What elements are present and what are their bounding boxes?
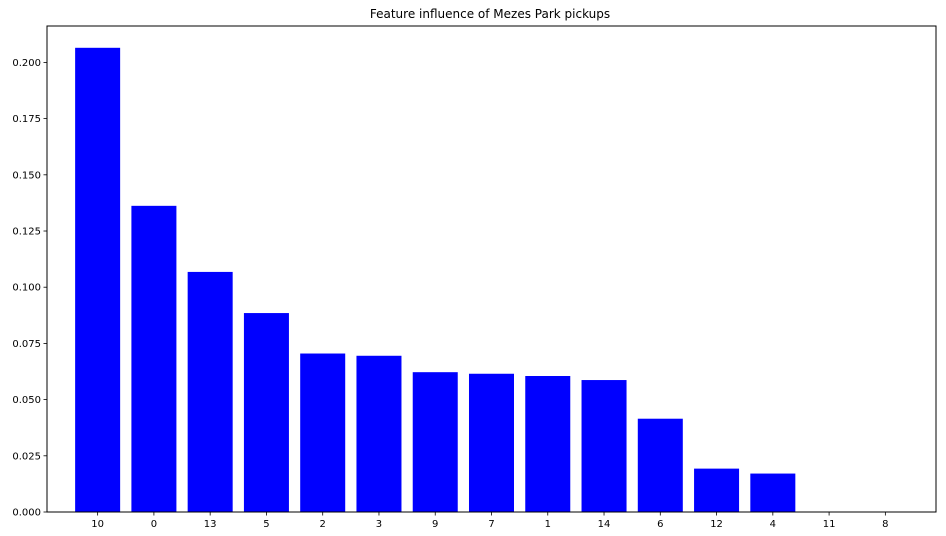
x-tick-label: 9 bbox=[432, 519, 438, 530]
bar-14 bbox=[581, 380, 627, 512]
bar-13 bbox=[187, 271, 233, 512]
bar-7 bbox=[468, 373, 514, 512]
x-tick-label: 11 bbox=[823, 519, 836, 530]
x-axis: 10 0 13 5 2 3 9 7 1 14 6 12 4 11 8 bbox=[91, 512, 889, 530]
bar-0 bbox=[131, 205, 177, 512]
bar-10 bbox=[75, 47, 121, 513]
bar-9 bbox=[412, 372, 458, 512]
y-tick-label: 0.100 bbox=[12, 283, 41, 294]
x-tick-label: 3 bbox=[376, 519, 382, 530]
x-tick-label: 0 bbox=[151, 519, 157, 530]
y-axis: 0.000 0.025 0.050 0.075 0.100 0.125 0.150 0.175… bbox=[12, 58, 47, 519]
bar-3 bbox=[356, 355, 402, 512]
x-tick-label: 5 bbox=[263, 519, 269, 530]
plot-frame bbox=[46, 25, 937, 513]
x-tick-label: 8 bbox=[882, 519, 888, 530]
x-tick-label: 10 bbox=[91, 519, 104, 530]
y-tick-label: 0.200 bbox=[12, 58, 41, 69]
bar-5 bbox=[243, 313, 289, 512]
x-tick-label: 4 bbox=[770, 519, 776, 530]
x-tick-label: 1 bbox=[545, 519, 551, 530]
bars-group bbox=[75, 47, 796, 513]
y-tick-label: 0.125 bbox=[12, 227, 41, 238]
x-tick-label: 2 bbox=[320, 519, 326, 530]
x-tick-label: 14 bbox=[598, 519, 611, 530]
bar-6 bbox=[637, 418, 683, 512]
y-tick-label: 0.175 bbox=[12, 114, 41, 125]
bar-4 bbox=[750, 473, 796, 512]
bar-12 bbox=[694, 468, 740, 512]
bar-1 bbox=[525, 376, 571, 512]
chart-title: Feature influence of Mezes Park pickups bbox=[370, 7, 610, 21]
bar-2 bbox=[300, 353, 346, 512]
x-tick-label: 13 bbox=[204, 519, 217, 530]
x-tick-label: 12 bbox=[710, 519, 723, 530]
x-tick-label: 7 bbox=[488, 519, 494, 530]
y-tick-label: 0.025 bbox=[12, 451, 41, 462]
y-tick-label: 0.075 bbox=[12, 339, 41, 350]
y-tick-label: 0.000 bbox=[12, 508, 41, 519]
y-tick-label: 0.050 bbox=[12, 395, 41, 406]
x-tick-label: 6 bbox=[657, 519, 663, 530]
y-tick-label: 0.150 bbox=[12, 170, 41, 181]
